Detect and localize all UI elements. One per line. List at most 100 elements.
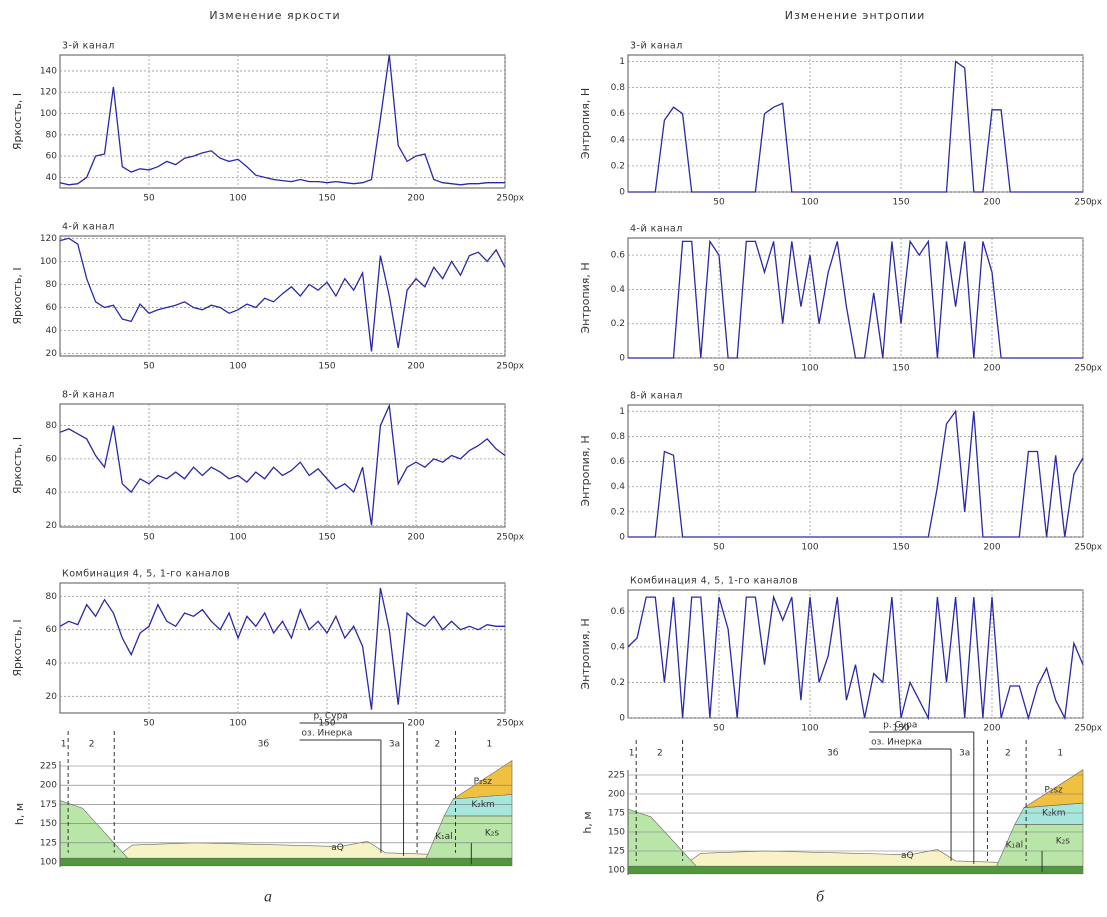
y-tick-label: 40	[46, 173, 58, 183]
plot-area	[627, 404, 1084, 538]
y-axis-label: Яркость, I	[11, 267, 24, 324]
chart-title: Комбинация 4, 5, 1-го каналов	[630, 576, 798, 587]
layer-label: K₂s	[485, 828, 500, 838]
x-tick-label: 100	[229, 362, 246, 372]
lake-label: оз. Инерка	[302, 729, 353, 739]
y-tick-label: 40	[46, 326, 58, 336]
x-tick-label: 150	[318, 362, 335, 372]
x-tick-label: 250	[1074, 724, 1091, 734]
x-tick-label: 50	[143, 719, 155, 729]
y-tick-label: 60	[46, 303, 58, 313]
zone-label: 1	[61, 740, 67, 750]
y-tick-label: 120	[40, 88, 57, 98]
y-tick-label: 225	[40, 762, 57, 772]
layer-label: K₁al	[1006, 840, 1024, 850]
x-unit: px	[1091, 543, 1103, 553]
y-tick-label: 60	[46, 454, 58, 464]
layer-label: aQ	[901, 851, 914, 861]
y-tick-label: 0.4	[611, 482, 626, 492]
layer-label: aQ	[331, 843, 344, 853]
x-tick-label: 150	[892, 364, 909, 374]
plot-area	[59, 54, 506, 189]
chart-title: 8-й канал	[62, 390, 115, 401]
chart-title: 4-й канал	[62, 222, 115, 233]
x-unit: px	[513, 362, 525, 372]
x-tick-label: 250	[496, 533, 513, 543]
zone-label: 2	[1005, 749, 1011, 759]
y-tick-label: 100	[40, 109, 57, 119]
y-tick-label: 100	[608, 866, 625, 876]
layer-label: K₁al	[435, 832, 453, 842]
y-tick-label: 1	[619, 407, 625, 417]
plot-area	[627, 54, 1084, 193]
lake-label: оз. Инерка	[871, 738, 922, 748]
layer	[59, 800, 129, 859]
y-tick-label: 125	[40, 838, 57, 848]
x-tick-label: 250	[496, 719, 513, 729]
y-tick-label: 0.6	[611, 251, 626, 261]
data-line	[628, 409, 1084, 538]
y-tick-label: 200	[608, 790, 625, 800]
y-tick-label: 1	[619, 57, 625, 67]
x-tick-label: 250	[1074, 198, 1091, 208]
x-tick-label: 200	[407, 362, 424, 372]
layer-label: K₂km	[471, 800, 495, 810]
y-axis-label: Яркость, I	[11, 437, 24, 494]
zone-label: 2	[435, 740, 441, 750]
x-unit: px	[1091, 198, 1103, 208]
y-tick-label: 225	[608, 771, 625, 781]
chart-title: 4-й канал	[630, 224, 683, 235]
y-tick-label: 150	[608, 828, 625, 838]
zone-label: 3б	[827, 749, 839, 759]
chart-title: 3-й канал	[62, 41, 115, 52]
y-tick-label: 125	[608, 847, 625, 857]
y-tick-label: 0	[619, 714, 625, 724]
x-tick-label: 150	[892, 724, 909, 734]
x-unit: px	[513, 194, 525, 204]
y-tick-label: 0.6	[611, 109, 626, 119]
layer-label: P₂sz	[474, 777, 493, 787]
y-axis-label: Энтропия, H	[579, 435, 592, 506]
y-tick-label: 0.4	[611, 135, 626, 145]
x-tick-label: 50	[713, 364, 725, 374]
y-tick-label: 40	[46, 659, 58, 669]
x-tick-label: 150	[318, 194, 335, 204]
chart-title: 3-й канал	[630, 41, 683, 52]
x-tick-label: 200	[983, 198, 1000, 208]
x-tick-label: 100	[801, 364, 818, 374]
panel-header: Изменение яркости	[209, 9, 340, 22]
y-tick-label: 0.8	[611, 432, 626, 442]
x-tick-label: 200	[407, 719, 424, 729]
plot-area	[59, 582, 506, 714]
y-tick-label: 80	[46, 592, 58, 602]
y-tick-label: 40	[46, 488, 58, 498]
x-tick-label: 50	[713, 724, 725, 734]
y-tick-label: 0.4	[611, 642, 626, 652]
river-label: р. Сура	[314, 712, 348, 722]
data-line	[59, 587, 505, 710]
y-tick-label: 0	[619, 188, 625, 198]
caption: а	[264, 889, 272, 906]
y-tick-label: 20	[46, 349, 58, 359]
x-unit: px	[1091, 364, 1103, 374]
y-tick-label: 200	[40, 781, 57, 791]
y-axis-label: Яркость, I	[11, 619, 24, 676]
y-tick-label: 140	[40, 66, 57, 76]
x-tick-label: 250	[1074, 364, 1091, 374]
x-unit: px	[1091, 724, 1103, 734]
zone-label: 1	[1057, 749, 1063, 759]
river-label: р. Сура	[883, 721, 917, 731]
x-tick-label: 50	[713, 198, 725, 208]
plot-area	[59, 403, 506, 528]
layer	[1023, 769, 1084, 808]
y-axis-label: Энтропия, H	[579, 88, 592, 159]
x-tick-label: 200	[983, 724, 1000, 734]
y-tick-label: 0.2	[611, 161, 625, 171]
x-unit: px	[513, 533, 525, 543]
zone-label: 3а	[959, 749, 970, 759]
layer-label: P₂sz	[1044, 786, 1063, 796]
layer	[453, 760, 513, 800]
x-tick-label: 250	[496, 362, 513, 372]
y-tick-label: 175	[40, 800, 57, 810]
y-tick-label: 100	[40, 257, 57, 267]
